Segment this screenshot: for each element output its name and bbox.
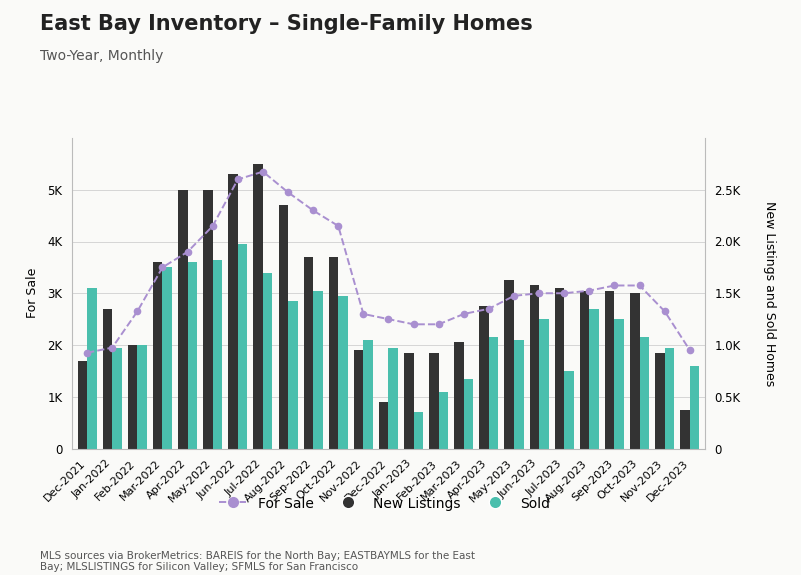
Bar <box>78 361 87 448</box>
Bar <box>605 291 614 448</box>
Bar <box>388 347 398 449</box>
Bar <box>364 340 373 448</box>
Legend: For Sale, New Listings, Sold: For Sale, New Listings, Sold <box>213 491 556 516</box>
Bar <box>253 164 263 449</box>
Text: East Bay Inventory – Single-Family Homes: East Bay Inventory – Single-Family Homes <box>40 14 533 34</box>
Bar <box>213 260 222 448</box>
Bar <box>655 352 665 448</box>
Bar <box>238 244 248 448</box>
Bar <box>328 257 338 448</box>
Bar <box>354 350 364 448</box>
Bar <box>539 319 549 448</box>
Bar <box>112 347 122 449</box>
Bar <box>413 412 423 448</box>
Bar <box>379 402 388 448</box>
Bar <box>505 280 514 448</box>
Bar <box>313 291 323 448</box>
Bar <box>404 352 413 448</box>
Bar <box>128 345 138 448</box>
Bar <box>680 409 690 448</box>
Bar <box>454 343 464 448</box>
Y-axis label: For Sale: For Sale <box>26 268 39 319</box>
Bar <box>555 288 564 448</box>
Bar <box>288 301 298 448</box>
Bar <box>590 309 599 448</box>
Bar <box>580 291 590 448</box>
Bar <box>429 352 439 448</box>
Bar <box>187 262 197 448</box>
Bar <box>464 378 473 448</box>
Bar <box>263 273 272 448</box>
Bar <box>529 286 539 448</box>
Bar <box>665 347 674 449</box>
Bar <box>178 190 187 448</box>
Bar <box>338 296 348 448</box>
Bar <box>228 174 238 448</box>
Bar <box>304 257 313 448</box>
Bar <box>138 345 147 448</box>
Bar <box>564 371 574 448</box>
Text: Two-Year, Monthly: Two-Year, Monthly <box>40 49 163 63</box>
Bar <box>614 319 624 448</box>
Y-axis label: New Listings and Sold Homes: New Listings and Sold Homes <box>763 201 776 386</box>
Bar <box>103 309 112 448</box>
Bar <box>203 190 213 448</box>
Bar <box>514 340 524 448</box>
Bar <box>489 337 498 448</box>
Bar <box>439 392 449 449</box>
Text: MLS sources via BrokerMetrics: BAREIS for the North Bay; EASTBAYMLS for the East: MLS sources via BrokerMetrics: BAREIS fo… <box>40 550 475 572</box>
Bar <box>630 293 639 448</box>
Bar <box>163 267 172 448</box>
Bar <box>279 205 288 448</box>
Bar <box>690 366 699 448</box>
Bar <box>639 337 649 448</box>
Bar <box>479 306 489 448</box>
Bar <box>153 262 163 448</box>
Bar <box>87 288 97 448</box>
